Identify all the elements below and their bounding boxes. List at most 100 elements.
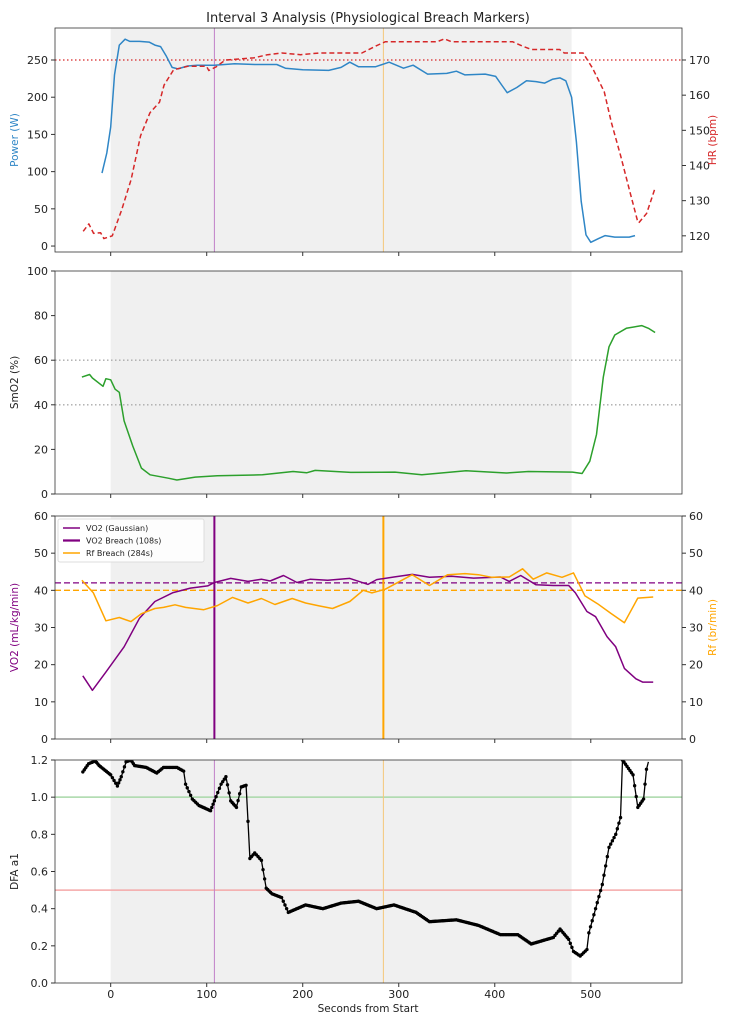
y-tick-label: 20 <box>34 659 48 672</box>
dfa-point <box>590 919 594 923</box>
interval-shade <box>110 28 572 252</box>
plot-area <box>55 760 682 983</box>
dfa-point <box>181 769 186 773</box>
y-right-tick-label: 150 <box>689 124 710 137</box>
smo2-line <box>81 324 656 481</box>
y-tick-label: 40 <box>34 399 48 412</box>
dfa-point <box>568 941 572 946</box>
dfa-point <box>593 906 598 911</box>
plot-area <box>55 324 682 481</box>
y-right-tick-label: 10 <box>689 696 703 709</box>
y-tick-label: 60 <box>34 354 48 367</box>
y-tick-label: 0.4 <box>31 903 49 916</box>
y-tick-label: 50 <box>34 547 48 560</box>
y-tick-label: 100 <box>27 166 48 179</box>
subplot-2: 0 20 40 60 80 100 SmO2 (%) <box>9 265 683 501</box>
y-axis-label: DFA a1 <box>9 853 21 890</box>
dfa-point <box>615 827 620 831</box>
y-tick-label: 80 <box>34 310 48 323</box>
dfa-point <box>211 802 215 806</box>
dfa-point <box>244 783 248 787</box>
dfa-point <box>631 773 635 777</box>
dfa-point <box>644 767 649 771</box>
dfa-point <box>221 779 225 784</box>
dfa-point <box>634 794 638 799</box>
y-tick-label: 0.0 <box>31 977 49 990</box>
dfa-point <box>595 900 599 905</box>
dfa-point <box>587 931 591 935</box>
dfa-point <box>225 783 230 787</box>
y-right-tick-label: 30 <box>689 622 703 635</box>
dfa-point <box>224 775 228 779</box>
dfa-point <box>632 784 637 788</box>
dfa-point <box>602 873 606 877</box>
dfa-point <box>115 784 120 788</box>
dfa-point <box>603 864 608 868</box>
dfa-point <box>598 888 603 893</box>
legend-box <box>57 518 205 563</box>
chart-title: Interval 3 Analysis (Physiological Breac… <box>206 11 530 26</box>
subplot-1: 0 50 100 150 200 250 120 130 140 150 160 170 Power (… <box>9 27 719 256</box>
axes-frame <box>54 27 683 253</box>
dfa-point <box>118 778 122 782</box>
subplot-4: 0 100 200 300 400 500 0.0 0.2 0.4 0.6 0.8 1.0 1.2 DFA… <box>9 754 683 1001</box>
plot-area <box>55 28 682 252</box>
x-tick-label: 400 <box>484 988 505 1001</box>
dfa-point <box>643 782 647 786</box>
dfa-point <box>614 832 618 837</box>
dfa-point <box>210 805 214 810</box>
interval-shade <box>110 271 572 494</box>
y-right-tick-label: 130 <box>689 195 710 208</box>
dfa-point <box>610 839 615 843</box>
axes-frame <box>54 270 683 495</box>
dfa-point <box>185 786 189 790</box>
dfa-point <box>121 770 125 774</box>
y-tick-label: 0.2 <box>31 940 49 953</box>
dfa-point <box>122 765 127 769</box>
x-tick-label: 200 <box>292 988 313 1001</box>
y-tick-label: 150 <box>27 128 48 141</box>
legend-label: VO2 Breach (108s) <box>86 537 161 546</box>
y-right-axis-label: HR (bpm) <box>707 115 719 165</box>
dfa-point <box>261 867 265 872</box>
dfa-point <box>597 894 601 899</box>
dfa-point <box>262 877 267 881</box>
dfa-point <box>279 895 284 900</box>
dfa-point <box>618 815 623 820</box>
y-tick-label: 1.2 <box>31 754 49 767</box>
y-tick-label: 0 <box>41 240 48 253</box>
y-axis-label: SmO2 (%) <box>9 356 21 409</box>
dfa-point <box>237 792 242 796</box>
dfa-point <box>641 797 646 801</box>
interval-shade <box>110 760 572 983</box>
y-tick-label: 200 <box>27 91 48 104</box>
y-right-tick-label: 120 <box>689 230 710 243</box>
dfa-point <box>214 795 218 799</box>
y-right-tick-label: 170 <box>689 54 710 67</box>
y-right-tick-label: 40 <box>689 584 703 597</box>
dfa-point <box>212 799 217 803</box>
y-right-tick-label: 50 <box>689 547 703 560</box>
dfa-point <box>283 903 287 907</box>
dfa-point <box>246 819 250 824</box>
y-tick-label: 250 <box>27 54 48 67</box>
dfa-point <box>585 947 589 952</box>
dfa-point <box>110 775 115 780</box>
y-tick-label: 50 <box>34 203 48 216</box>
y-right-tick-label: 140 <box>689 159 710 172</box>
y-right-tick-label: 160 <box>689 89 710 102</box>
subplot-3: 0 10 20 30 40 50 60 0 10 20 30 40 50 60 VO2 (mL/kg/min… <box>9 510 719 746</box>
dfa-point <box>259 858 264 863</box>
y-tick-label: 30 <box>34 622 48 635</box>
dfa-point <box>219 782 223 786</box>
y-right-axis-label: Rf (br/min) <box>707 599 719 656</box>
dfa-point <box>187 789 191 794</box>
vo2-line <box>82 573 654 692</box>
y-tick-label: 100 <box>27 265 48 278</box>
legend: VO2 (Gaussian) VO2 Breach (108s) Rf Breach… <box>57 518 205 563</box>
y-tick-label: 60 <box>34 510 48 523</box>
y-tick-label: 0.6 <box>31 866 49 879</box>
y-tick-label: 0 <box>41 488 48 501</box>
dfa-point <box>119 775 123 779</box>
dfa-point <box>284 906 289 911</box>
